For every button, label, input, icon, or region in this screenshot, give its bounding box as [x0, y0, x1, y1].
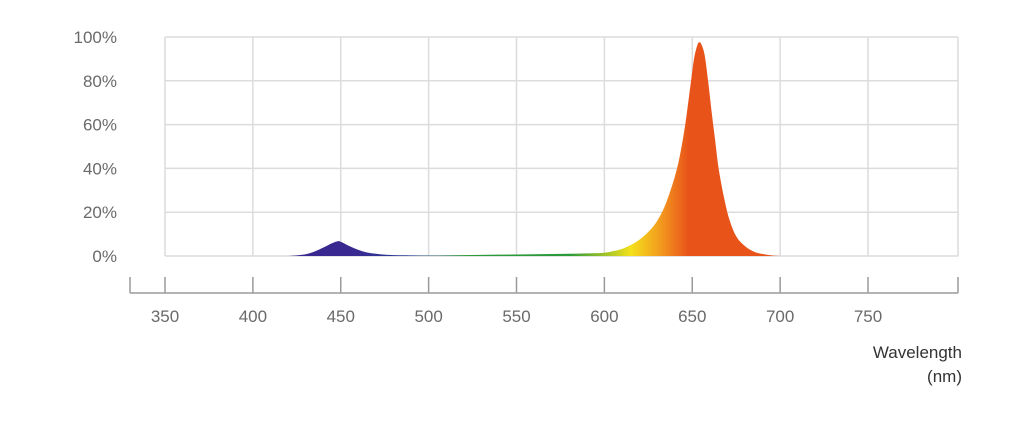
y-tick-label: 80%: [83, 72, 117, 91]
y-tick-label: 100%: [74, 28, 117, 47]
x-tick-label: 650: [678, 307, 706, 326]
gridlines: [164, 36, 959, 257]
x-axis-title: Wavelength: [873, 343, 962, 362]
x-axis-unit: (nm): [927, 367, 962, 386]
y-tick-label: 20%: [83, 203, 117, 222]
y-tick-label: 40%: [83, 159, 117, 178]
spectrum-area: [288, 42, 781, 256]
x-tick-labels: 350 400 450 500 550 600 650 700 750: [151, 307, 882, 326]
x-tick-label: 400: [239, 307, 267, 326]
x-tick-label: 750: [854, 307, 882, 326]
x-tick-label: 600: [590, 307, 618, 326]
x-axis: [129, 277, 959, 294]
x-tick-label: 700: [766, 307, 794, 326]
x-tick-label: 500: [414, 307, 442, 326]
y-tick-label: 60%: [83, 116, 117, 135]
y-tick-label: 0%: [92, 247, 117, 266]
x-tick-label: 350: [151, 307, 179, 326]
y-tick-labels: 0% 20% 40% 60% 80% 100%: [74, 28, 117, 266]
x-tick-label: 450: [327, 307, 355, 326]
x-tick-label: 550: [502, 307, 530, 326]
plot-area: [288, 42, 781, 256]
